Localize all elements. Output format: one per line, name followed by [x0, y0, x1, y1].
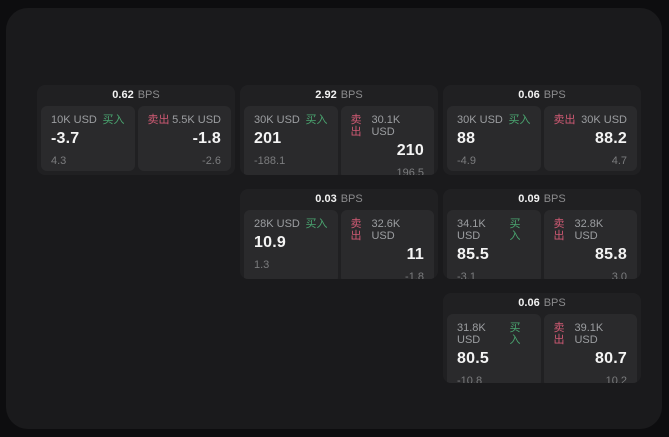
- buy-tag: 买入: [509, 218, 521, 243]
- spread-unit-label: BPS: [543, 89, 566, 101]
- spread-value: 0.62: [112, 89, 134, 101]
- buy-price: 10.9: [254, 234, 286, 252]
- sell-price: 85.8: [595, 246, 627, 264]
- buy-price: 201: [254, 130, 282, 148]
- spread-value: 0.06: [518, 297, 540, 309]
- buy-price: 88: [457, 130, 476, 148]
- buy-quote-panel[interactable]: 28K USD 买入 10.9 1.3: [244, 210, 338, 279]
- sell-secondary-value: -1.8: [405, 270, 424, 279]
- quote-card: 0.09 BPS 34.1K USD 买入 85.5 -3.1 卖出 32.8K…: [443, 189, 641, 279]
- buy-notional: 30K USD: [254, 114, 300, 126]
- spread-header: 0.06 BPS: [443, 293, 641, 314]
- buy-tag: 买入: [509, 322, 521, 347]
- sell-secondary-value: 196.5: [396, 166, 424, 175]
- sell-notional: 39.1K USD: [574, 322, 604, 347]
- buy-tag: 买入: [508, 114, 531, 126]
- quote-body: 28K USD 买入 10.9 1.3 卖出 32.6K USD 11 -1.8: [240, 210, 438, 279]
- sell-tag: 卖出: [350, 114, 362, 139]
- spread-unit-label: BPS: [340, 89, 363, 101]
- quote-card: 0.03 BPS 28K USD 买入 10.9 1.3 卖出 32.6K US…: [240, 189, 438, 279]
- buy-tag: 买入: [305, 218, 328, 230]
- spread-unit-label: BPS: [137, 89, 160, 101]
- sell-secondary-value: 10.2: [605, 374, 627, 383]
- sell-quote-panel[interactable]: 卖出 32.6K USD 11 -1.8: [340, 210, 434, 279]
- buy-secondary-value: 1.3: [254, 258, 270, 271]
- buy-quote-panel[interactable]: 30K USD 买入 201 -188.1: [244, 106, 338, 175]
- spread-value: 0.03: [315, 193, 337, 205]
- spread-header: 0.62 BPS: [37, 85, 235, 106]
- buy-notional: 34.1K USD: [457, 218, 486, 243]
- spread-unit-label: BPS: [543, 193, 566, 205]
- sell-notional: 32.8K USD: [574, 218, 604, 243]
- buy-secondary-value: -10.8: [457, 374, 483, 383]
- buy-price: 80.5: [457, 350, 489, 368]
- sell-secondary-value: 4.7: [611, 154, 627, 167]
- quote-body: 31.8K USD 买入 80.5 -10.8 卖出 39.1K USD 80.…: [443, 314, 641, 383]
- spread-unit-label: BPS: [543, 297, 566, 309]
- buy-tag: 买入: [305, 114, 328, 126]
- spread-header: 2.92 BPS: [240, 85, 438, 106]
- buy-secondary-value: -4.9: [457, 154, 476, 167]
- quote-card: 0.06 BPS 30K USD 买入 88 -4.9 卖出 30K USD: [443, 85, 641, 175]
- sell-quote-panel[interactable]: 卖出 30K USD 88.2 4.7: [543, 106, 637, 171]
- buy-quote-panel[interactable]: 30K USD 买入 88 -4.9: [447, 106, 541, 171]
- sell-price: -1.8: [192, 130, 221, 148]
- quote-body: 10K USD 买入 -3.7 4.3 卖出 5.5K USD -1.8 -2.…: [37, 106, 235, 175]
- buy-quote-panel[interactable]: 31.8K USD 买入 80.5 -10.8: [447, 314, 541, 383]
- spread-value: 0.06: [518, 89, 540, 101]
- sell-notional: 30.1K USD: [371, 114, 401, 139]
- buy-tag: 买入: [102, 114, 125, 126]
- sell-tag: 卖出: [553, 322, 565, 347]
- quote-body: 30K USD 买入 88 -4.9 卖出 30K USD 88.2 4.7: [443, 106, 641, 175]
- spread-value: 0.09: [518, 193, 540, 205]
- sell-secondary-value: 3.0: [611, 270, 627, 279]
- buy-notional: 10K USD: [51, 114, 97, 126]
- buy-secondary-value: -188.1: [254, 154, 286, 167]
- sell-quote-panel[interactable]: 卖出 30.1K USD 210 196.5: [340, 106, 434, 175]
- spread-header: 0.03 BPS: [240, 189, 438, 210]
- spread-unit-label: BPS: [340, 193, 363, 205]
- spread-header: 0.09 BPS: [443, 189, 641, 210]
- sell-price: 11: [406, 246, 424, 264]
- sell-secondary-value: -2.6: [202, 154, 221, 167]
- sell-notional: 5.5K USD: [172, 114, 221, 126]
- sell-notional: 30K USD: [581, 114, 627, 126]
- quote-body: 30K USD 买入 201 -188.1 卖出 30.1K USD 210 1…: [240, 106, 438, 175]
- sell-price: 88.2: [595, 130, 627, 148]
- sell-price: 210: [396, 142, 424, 160]
- spread-header: 0.06 BPS: [443, 85, 641, 106]
- sell-tag: 卖出: [350, 218, 362, 243]
- buy-quote-panel[interactable]: 10K USD 买入 -3.7 4.3: [41, 106, 135, 171]
- sell-notional: 32.6K USD: [371, 218, 401, 243]
- sell-tag: 卖出: [147, 114, 170, 126]
- buy-quote-panel[interactable]: 34.1K USD 买入 85.5 -3.1: [447, 210, 541, 279]
- buy-secondary-value: -3.1: [457, 270, 476, 279]
- quote-board-panel: 0.62 BPS 10K USD 买入 -3.7 4.3 卖出 5.5K USD: [6, 8, 662, 429]
- quote-card: 2.92 BPS 30K USD 买入 201 -188.1 卖出 30.1K …: [240, 85, 438, 175]
- buy-price: -3.7: [51, 130, 80, 148]
- sell-price: 80.7: [595, 350, 627, 368]
- spread-value: 2.92: [315, 89, 337, 101]
- sell-tag: 卖出: [553, 218, 565, 243]
- sell-quote-panel[interactable]: 卖出 5.5K USD -1.8 -2.6: [137, 106, 231, 171]
- buy-notional: 31.8K USD: [457, 322, 486, 347]
- quote-card: 0.62 BPS 10K USD 买入 -3.7 4.3 卖出 5.5K USD: [37, 85, 235, 175]
- sell-tag: 卖出: [553, 114, 576, 126]
- sell-quote-panel[interactable]: 卖出 32.8K USD 85.8 3.0: [543, 210, 637, 279]
- buy-secondary-value: 4.3: [51, 154, 67, 167]
- quote-body: 34.1K USD 买入 85.5 -3.1 卖出 32.8K USD 85.8…: [443, 210, 641, 279]
- quote-card: 0.06 BPS 31.8K USD 买入 80.5 -10.8 卖出 39.1…: [443, 293, 641, 383]
- buy-price: 85.5: [457, 246, 489, 264]
- sell-quote-panel[interactable]: 卖出 39.1K USD 80.7 10.2: [543, 314, 637, 383]
- buy-notional: 28K USD: [254, 218, 300, 230]
- buy-notional: 30K USD: [457, 114, 503, 126]
- quote-grid: 0.62 BPS 10K USD 买入 -3.7 4.3 卖出 5.5K USD: [37, 85, 641, 383]
